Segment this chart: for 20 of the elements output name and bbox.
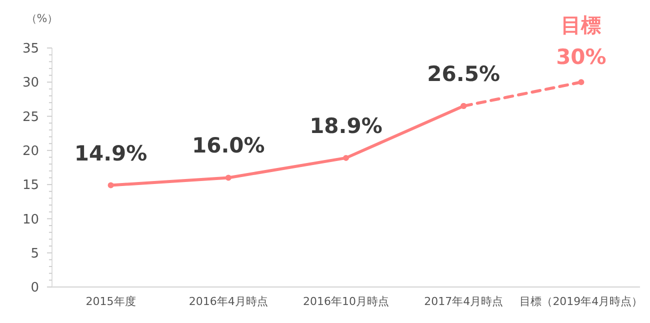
x-tick-label: 2015年度 [86, 295, 136, 308]
data-label: 16.0% [192, 134, 265, 158]
x-tick-label: 2017年4月時点 [424, 295, 504, 308]
y-tick-label: 10 [22, 212, 39, 228]
x-tick-label: 2016年4月時点 [188, 295, 268, 308]
data-label: 14.9% [74, 141, 148, 166]
y-tick-label: 0 [30, 280, 39, 296]
y-tick-label: 35 [22, 42, 39, 57]
y-tick-label: 5 [30, 246, 39, 262]
data-label: 26.5% [427, 62, 500, 86]
y-tick-label: 15 [22, 178, 39, 194]
y-tick-label: 25 [22, 110, 39, 125]
y-tick-label: 30 [22, 76, 39, 91]
y-axis-title: （%） [26, 12, 58, 25]
data-label: 18.9% [310, 114, 382, 138]
y-tick-label: 20 [22, 144, 39, 159]
annotation: 目標 [561, 13, 602, 38]
x-tick-label: 2016年10月時点 [303, 295, 389, 308]
data-label: 30% [556, 45, 606, 70]
x-tick-label: 目標（2019年4月時点） [520, 295, 643, 308]
